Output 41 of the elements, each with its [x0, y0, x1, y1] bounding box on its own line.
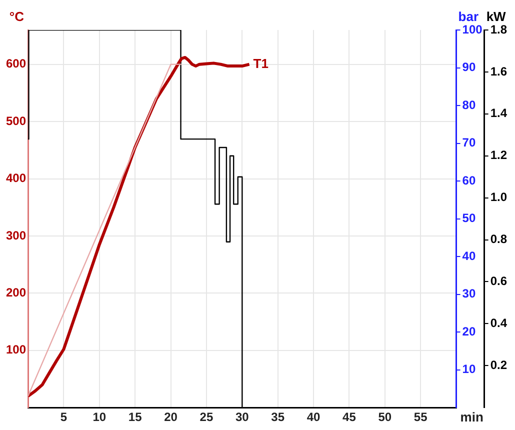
y3-tick-label: 1.8 — [490, 22, 508, 36]
x-tick-label: 50 — [378, 410, 392, 424]
y-tick-label: 200 — [6, 285, 26, 300]
y2-tick-label: 90 — [462, 60, 476, 74]
x-tick-label: 15 — [128, 410, 142, 424]
series-label: T1 — [253, 56, 268, 71]
y-tick-label: 600 — [6, 56, 26, 71]
x-tick-label: 20 — [164, 410, 178, 424]
y2-axis-title: bar — [458, 9, 479, 24]
y3-tick-label: 0.2 — [490, 358, 508, 372]
x-tick-label: 30 — [235, 410, 250, 424]
y3-tick-label: 1.4 — [490, 106, 508, 120]
y-axis-title: °C — [9, 9, 25, 24]
y3-tick-label: 0.6 — [490, 274, 508, 288]
y2-tick-label: 20 — [462, 324, 476, 338]
x-tick-label: 25 — [200, 410, 214, 424]
y3-tick-label: 0.4 — [490, 316, 508, 330]
y3-tick-label: 1.0 — [490, 190, 508, 204]
y3-tick-label: 0.8 — [490, 232, 508, 246]
y3-tick-label: 1.6 — [490, 64, 508, 78]
y2-tick-label: 40 — [462, 248, 476, 263]
y-tick-label: 400 — [6, 171, 26, 186]
x-tick-label: 40 — [306, 410, 321, 424]
x-tick-label: 35 — [271, 410, 285, 424]
x-tick-label: 55 — [414, 410, 428, 424]
x-axis-title: min — [460, 410, 484, 425]
y2-tick-label: 60 — [462, 173, 476, 188]
x-tick-label: 45 — [342, 410, 356, 424]
x-tick-label: 5 — [60, 410, 68, 424]
y3-tick-label: 1.2 — [490, 148, 508, 162]
y2-tick-label: 100 — [462, 22, 483, 36]
y2-tick-label: 50 — [462, 211, 476, 226]
x-tick-label: 10 — [92, 410, 106, 424]
y2-tick-label: 80 — [462, 98, 476, 112]
y2-tick-label: 70 — [462, 136, 476, 150]
y-tick-label: 500 — [6, 114, 26, 128]
y2-tick-label: 30 — [462, 286, 476, 301]
y-tick-label: 300 — [6, 228, 26, 242]
y-tick-label: 100 — [6, 342, 26, 357]
y2-tick-label: 10 — [462, 362, 476, 376]
y3-axis-title: kW — [486, 9, 507, 24]
